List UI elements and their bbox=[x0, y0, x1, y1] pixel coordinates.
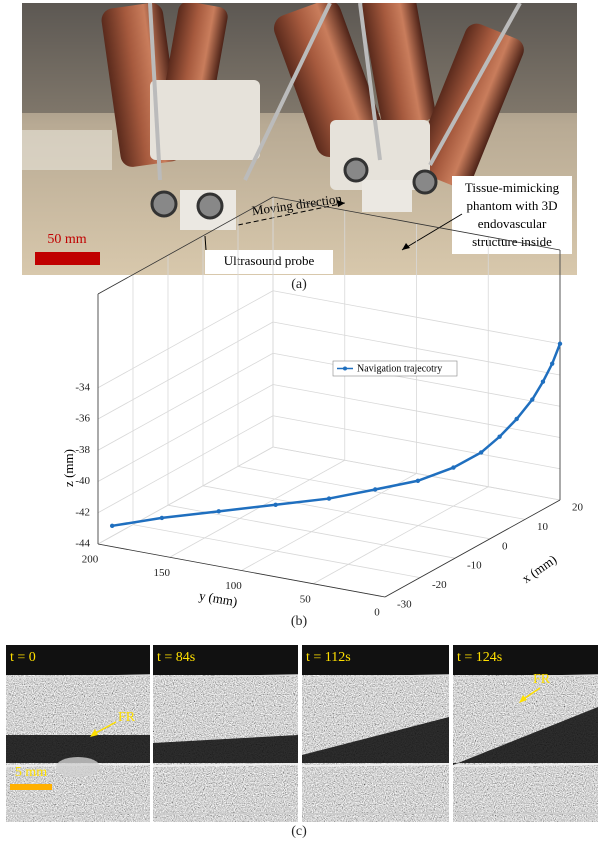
marker bbox=[451, 465, 455, 469]
grid-line bbox=[98, 353, 273, 450]
caption: (c) bbox=[291, 824, 307, 839]
time-label: t = 112s bbox=[306, 650, 351, 665]
x-tick-label: 10 bbox=[537, 521, 549, 533]
membrane bbox=[6, 813, 150, 814]
marker bbox=[479, 450, 483, 454]
marker bbox=[217, 509, 221, 513]
grid-line bbox=[98, 447, 273, 544]
y-tick-label: 0 bbox=[374, 607, 380, 619]
marker bbox=[273, 503, 277, 507]
caption: (a) bbox=[291, 277, 307, 292]
x-tick-label: -30 bbox=[397, 599, 412, 611]
marker bbox=[550, 361, 554, 365]
scale-label: 50 mm bbox=[47, 232, 86, 247]
marker bbox=[416, 479, 420, 483]
z-tick-label: -38 bbox=[75, 444, 90, 456]
figure: 50 mm Ultrasound probe Moving direction … bbox=[0, 0, 598, 842]
x-tick-label: 0 bbox=[502, 540, 508, 552]
membrane bbox=[302, 813, 449, 814]
z-tick-label: -36 bbox=[75, 413, 90, 425]
scale-bar bbox=[35, 252, 100, 265]
z-axis-label: z (mm) bbox=[61, 449, 76, 487]
marker bbox=[160, 516, 164, 520]
grid-line bbox=[313, 487, 488, 584]
x-tick-label: -20 bbox=[432, 579, 447, 591]
x-axis-label: x (mm) bbox=[519, 552, 559, 586]
grid-line bbox=[242, 474, 417, 571]
y-tick-label: 100 bbox=[225, 580, 242, 592]
grid-line bbox=[98, 322, 273, 419]
scale-label: 5 mm bbox=[15, 765, 47, 780]
legend-marker bbox=[343, 367, 347, 371]
phantom-label: Tissue-mimicking bbox=[465, 180, 560, 195]
time-label: t = 124s bbox=[457, 650, 502, 665]
grid-line bbox=[98, 291, 273, 388]
marker bbox=[497, 434, 501, 438]
z-tick-label: -34 bbox=[75, 381, 90, 393]
catheter bbox=[56, 757, 100, 777]
annotation: FR bbox=[118, 710, 136, 725]
x-tick-label: -10 bbox=[467, 560, 482, 572]
marker bbox=[541, 380, 545, 384]
legend-label: Navigation trajecotry bbox=[357, 363, 442, 374]
marker bbox=[514, 417, 518, 421]
phantom-label: phantom with 3D bbox=[467, 198, 558, 213]
caption: (b) bbox=[291, 614, 308, 629]
marker bbox=[327, 496, 331, 500]
grid-line bbox=[98, 385, 273, 482]
time-label: t = 84s bbox=[157, 650, 195, 665]
marker bbox=[373, 487, 377, 491]
grid-line bbox=[98, 416, 273, 513]
phantom-label: endovascular bbox=[478, 216, 547, 231]
grid-line bbox=[170, 460, 345, 557]
marker bbox=[530, 397, 534, 401]
membrane bbox=[153, 813, 298, 814]
membrane bbox=[453, 813, 598, 814]
axis-line bbox=[385, 500, 560, 597]
annotation: FR bbox=[533, 672, 551, 687]
y-tick-label: 150 bbox=[154, 567, 171, 579]
z-tick-label: -40 bbox=[75, 475, 90, 487]
y-tick-label: 50 bbox=[300, 593, 312, 605]
x-tick-label: 20 bbox=[572, 502, 584, 514]
z-tick-label: -42 bbox=[75, 506, 90, 518]
marker bbox=[558, 342, 562, 346]
marker bbox=[110, 524, 114, 528]
y-tick-label: 200 bbox=[82, 554, 99, 566]
probe-label: Ultrasound probe bbox=[224, 253, 315, 268]
scale-bar bbox=[10, 784, 52, 790]
z-tick-label: -44 bbox=[75, 538, 90, 550]
time-label: t = 0 bbox=[10, 650, 36, 665]
